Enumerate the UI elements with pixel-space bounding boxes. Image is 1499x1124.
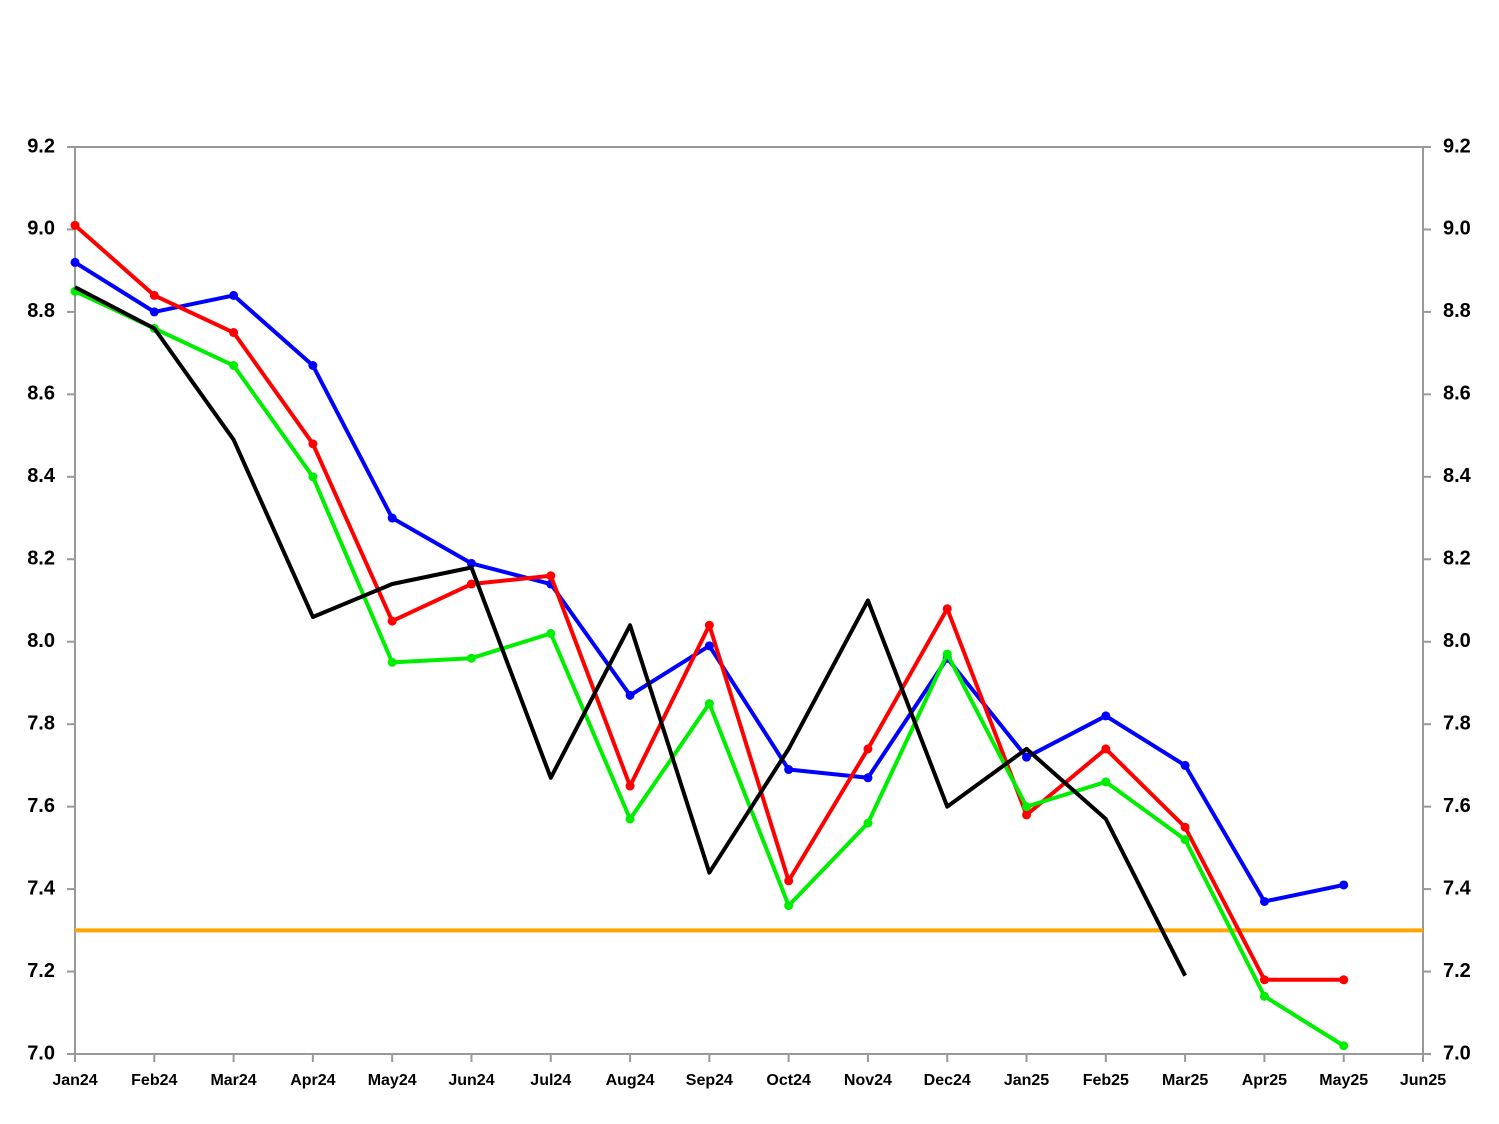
series-line	[74, 289, 1345, 1048]
x-tick-label: Aug24	[606, 1072, 655, 1089]
point	[1339, 1041, 1349, 1051]
x-tick-label: Jul24	[530, 1072, 571, 1089]
point	[387, 657, 397, 667]
point	[942, 649, 952, 659]
x-tick-label: Jun25	[1400, 1072, 1446, 1089]
plot-frame	[74, 146, 1424, 1055]
x-tick-label: Apr24	[290, 1072, 335, 1089]
point	[70, 220, 80, 230]
point	[1101, 711, 1111, 721]
point	[1022, 752, 1032, 762]
x-tick-label: Mar24	[210, 1072, 256, 1089]
point	[942, 604, 952, 614]
point	[1101, 744, 1111, 754]
point	[784, 876, 794, 886]
point	[863, 773, 873, 783]
x-tick-label: Feb24	[131, 1072, 177, 1089]
point	[784, 901, 794, 911]
point	[1259, 896, 1269, 906]
y2-tick-label: 7.8	[1443, 712, 1471, 734]
point	[863, 818, 873, 828]
x-tick-label: Jan25	[1004, 1072, 1049, 1089]
series-line	[73, 260, 1345, 904]
point	[308, 361, 318, 371]
x-tick-label: Oct24	[766, 1072, 811, 1089]
x-tick-label: Jan24	[52, 1072, 97, 1089]
point	[704, 620, 714, 630]
point	[466, 653, 476, 663]
point	[1180, 835, 1190, 845]
y-tick-label: 7.0	[27, 1042, 55, 1064]
point	[1180, 822, 1190, 832]
point	[70, 257, 80, 267]
x-tick-label: Apr25	[1242, 1072, 1287, 1089]
x-tick-label: May25	[1319, 1072, 1368, 1089]
y2-tick-label: 7.6	[1443, 795, 1471, 817]
y2-tick-label: 8.8	[1443, 300, 1471, 322]
point	[625, 781, 635, 791]
x-tick-label: Mar25	[1162, 1072, 1208, 1089]
point	[387, 616, 397, 626]
y-tick-label: 7.2	[27, 960, 55, 982]
y2-tick-label: 8.0	[1443, 630, 1471, 652]
point	[625, 814, 635, 824]
x-tick-label: Nov24	[844, 1072, 892, 1089]
point	[229, 361, 239, 371]
point	[1339, 975, 1349, 985]
y-tick-label: 8.2	[27, 548, 55, 570]
point	[704, 641, 714, 651]
point	[1259, 991, 1269, 1001]
y2-tick-label: 7.4	[1443, 877, 1472, 899]
y-tick-label: 7.4	[27, 877, 56, 899]
point	[546, 628, 556, 638]
x-tick-label: May24	[368, 1072, 417, 1089]
x-tick-label: Feb25	[1083, 1072, 1129, 1089]
y-tick-label: 7.8	[27, 712, 55, 734]
y2-tick-label: 7.2	[1443, 960, 1471, 982]
y-tick-label: 8.8	[27, 300, 55, 322]
point	[387, 513, 397, 523]
y-tick-label: 8.0	[27, 630, 55, 652]
point	[1339, 880, 1349, 890]
point	[229, 290, 239, 300]
point	[1022, 802, 1032, 812]
y-tick-label: 8.4	[27, 465, 56, 487]
point	[1180, 760, 1190, 770]
y-tick-label: 9.2	[27, 135, 55, 157]
point	[546, 571, 556, 581]
y2-tick-label: 9.2	[1443, 135, 1471, 157]
y2-tick-label: 8.2	[1443, 548, 1471, 570]
point	[1022, 810, 1032, 820]
x-tick-label: Sep24	[686, 1072, 733, 1089]
y-tick-label: 9.0	[27, 218, 55, 240]
point	[1101, 777, 1111, 787]
point	[466, 558, 476, 568]
y-tick-label: 8.6	[27, 383, 55, 405]
y2-tick-label: 8.4	[1443, 465, 1472, 487]
point	[1259, 975, 1269, 985]
x-tick-label: Dec24	[924, 1072, 971, 1089]
y-tick-label: 7.6	[27, 795, 55, 817]
point	[308, 439, 318, 449]
point	[784, 765, 794, 775]
series-line	[74, 285, 1187, 977]
point	[229, 328, 239, 338]
point	[704, 699, 714, 709]
point	[308, 472, 318, 482]
y2-tick-label: 8.6	[1443, 383, 1471, 405]
y2-tick-label: 9.0	[1443, 218, 1471, 240]
point	[149, 290, 159, 300]
point	[863, 744, 873, 754]
point	[466, 579, 476, 589]
y2-tick-label: 7.0	[1443, 1042, 1471, 1064]
point	[625, 690, 635, 700]
x-tick-label: Jun24	[448, 1072, 494, 1089]
point	[149, 307, 159, 317]
